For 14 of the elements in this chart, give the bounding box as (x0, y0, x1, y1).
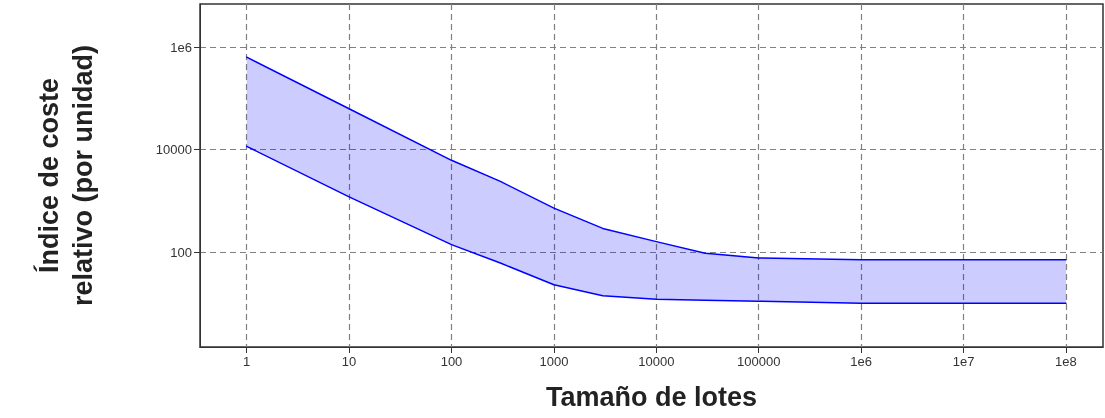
x-tick-label: 1 (243, 354, 251, 369)
y-tick-label: 1e6 (170, 39, 192, 55)
x-tick-label: 1e6 (850, 354, 872, 369)
x-tick-label: 10000 (638, 354, 675, 369)
y-tick-label: 100 (170, 244, 192, 260)
x-axis-title: Tamaño de lotes (545, 381, 758, 412)
x-tick-label: 1e7 (952, 354, 975, 369)
x-tick-label: 1e8 (1055, 354, 1077, 369)
y-axis-title: Índice de coste relativo (por unidad) (33, 44, 98, 307)
x-tick-label: 100000 (737, 354, 781, 369)
x-tick-label: 100 (440, 354, 463, 369)
y-tick-label: 10000 (155, 142, 192, 158)
x-tick-label: 1000 (539, 354, 569, 369)
x-tick-label: 10 (341, 354, 357, 369)
